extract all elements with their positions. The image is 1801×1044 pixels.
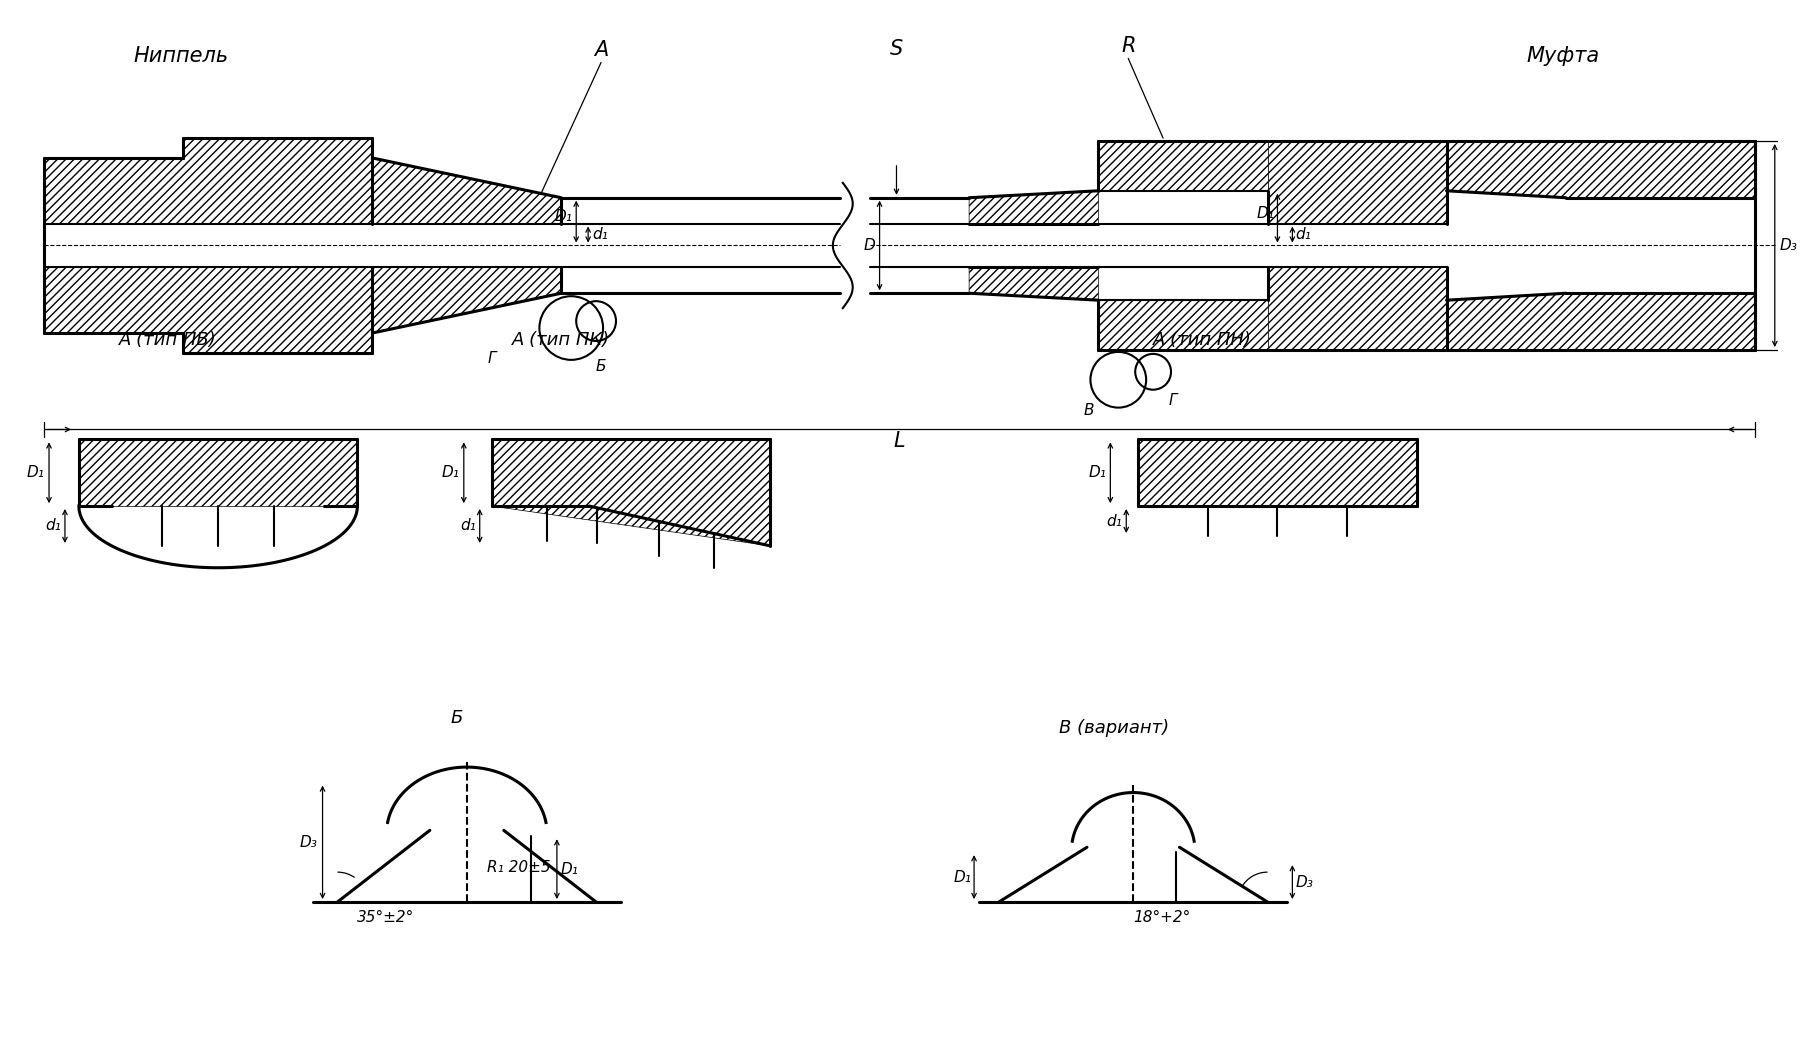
Text: 18°+2°: 18°+2° — [1133, 910, 1190, 925]
Text: d₁: d₁ — [593, 227, 609, 242]
Text: L: L — [893, 431, 906, 451]
Polygon shape — [1446, 293, 1754, 350]
Text: В (вариант): В (вариант) — [1059, 719, 1169, 737]
Polygon shape — [79, 440, 357, 506]
Text: D₁: D₁ — [953, 870, 971, 884]
Text: d₁: d₁ — [459, 519, 475, 533]
Polygon shape — [1268, 267, 1446, 350]
Text: A (тип ПВ): A (тип ПВ) — [119, 331, 216, 349]
Text: Б: Б — [596, 359, 607, 374]
Text: D₁: D₁ — [555, 209, 573, 224]
Text: В: В — [1082, 403, 1093, 418]
Text: A (тип ПК): A (тип ПК) — [511, 331, 611, 349]
Text: D: D — [864, 238, 875, 253]
Text: R₁ 20±5: R₁ 20±5 — [486, 860, 551, 875]
Text: Муфта: Муфта — [1525, 47, 1599, 67]
Text: d₁: d₁ — [1295, 227, 1311, 242]
Text: S: S — [890, 39, 902, 58]
Polygon shape — [969, 191, 1099, 223]
Polygon shape — [1099, 301, 1268, 350]
Polygon shape — [1268, 141, 1446, 223]
Polygon shape — [1099, 141, 1268, 191]
Text: A: A — [594, 41, 609, 61]
Text: d₁: d₁ — [45, 519, 61, 533]
Polygon shape — [43, 138, 562, 223]
Text: D₁: D₁ — [27, 466, 43, 480]
Text: D₃: D₃ — [1295, 875, 1313, 889]
Text: Г: Г — [1169, 393, 1178, 407]
Polygon shape — [969, 267, 1099, 301]
Text: Б: Б — [450, 709, 463, 727]
Polygon shape — [1138, 440, 1417, 506]
Text: Ниппель: Ниппель — [133, 47, 229, 67]
Polygon shape — [492, 440, 771, 546]
Polygon shape — [43, 267, 562, 353]
Text: 35°±2°: 35°±2° — [357, 910, 414, 925]
Text: D₁: D₁ — [1088, 466, 1106, 480]
Polygon shape — [1446, 141, 1754, 197]
Text: D₃: D₃ — [1779, 238, 1797, 253]
Text: D₁: D₁ — [1257, 206, 1275, 220]
Text: Г: Г — [488, 351, 495, 365]
Text: D₁: D₁ — [441, 466, 459, 480]
Text: d₁: d₁ — [1106, 514, 1122, 528]
Text: D₁: D₁ — [560, 862, 578, 877]
Text: A (тип ПН): A (тип ПН) — [1153, 331, 1252, 349]
Text: R: R — [1120, 35, 1135, 55]
Text: D₃: D₃ — [299, 835, 317, 850]
